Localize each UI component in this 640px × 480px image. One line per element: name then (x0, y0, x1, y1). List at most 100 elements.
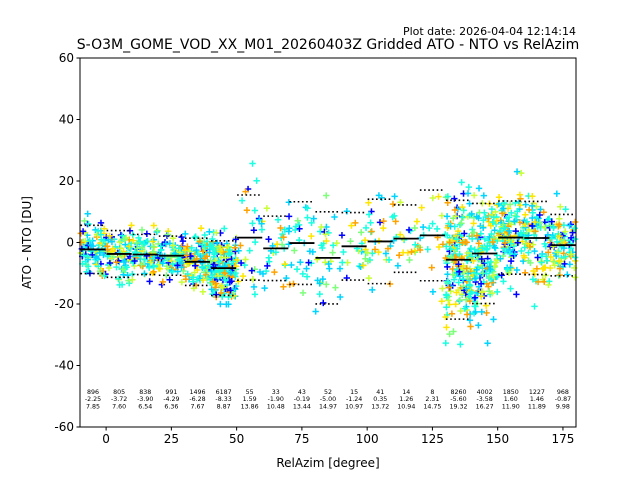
bin-mean-label: -8.33 (215, 396, 231, 403)
data-point (131, 257, 138, 265)
data-point (394, 262, 402, 269)
x-tick-label: 175 (551, 432, 574, 446)
data-point (382, 250, 390, 257)
data-point (529, 276, 537, 283)
data-point (199, 259, 206, 267)
bin-count-label: 4002 (477, 389, 493, 396)
data-point (129, 276, 136, 284)
data-point (497, 255, 504, 262)
bin-std-label: 11.90 (502, 404, 520, 411)
data-point (396, 231, 404, 238)
bin-std-label: 19.32 (450, 404, 468, 411)
data-point (319, 275, 327, 283)
data-point (530, 267, 537, 275)
data-point (319, 244, 326, 252)
data-point (490, 272, 497, 279)
x-tick-label: 125 (421, 432, 444, 446)
data-point (193, 276, 201, 283)
data-point (483, 270, 490, 277)
data-point (242, 188, 249, 195)
bin-std-label: 11.89 (528, 404, 546, 411)
data-point (532, 228, 539, 235)
data-point (251, 238, 259, 246)
data-point (97, 239, 104, 247)
data-point (360, 262, 367, 269)
data-point (547, 264, 554, 272)
data-point (292, 223, 300, 230)
data-point (545, 249, 552, 256)
data-point (533, 265, 541, 272)
data-point (562, 206, 569, 213)
data-point (230, 292, 238, 300)
bin-mean-label: -2.25 (85, 396, 101, 403)
data-point (365, 211, 373, 218)
data-point (226, 246, 233, 254)
bin-std-label: 14.97 (319, 404, 337, 411)
data-point (443, 243, 450, 250)
data-point (461, 305, 469, 312)
data-point (80, 252, 87, 259)
data-point (467, 323, 474, 330)
data-point (169, 260, 176, 268)
data-point (445, 220, 452, 227)
data-point (219, 284, 227, 291)
data-point (192, 233, 199, 240)
data-point (100, 237, 107, 245)
data-point (139, 240, 147, 248)
x-axis-label: RelAzim [degree] (276, 456, 379, 470)
y-tick-label: -40 (54, 359, 74, 373)
data-point (495, 200, 502, 208)
data-point (444, 232, 451, 239)
y-axis-ticks: -60 -40 -20 0 20 40 60 (54, 51, 80, 434)
data-point (138, 226, 146, 234)
data-point (226, 278, 234, 286)
data-point (531, 247, 538, 255)
data-point (357, 229, 365, 236)
data-point (486, 242, 494, 250)
data-point (156, 261, 163, 268)
data-point (323, 237, 330, 245)
data-point (293, 266, 301, 273)
data-point (567, 234, 575, 242)
data-point (199, 276, 207, 284)
data-point (97, 219, 105, 227)
data-point (87, 241, 95, 249)
data-point (82, 238, 89, 245)
data-point (237, 242, 244, 249)
data-point (467, 245, 475, 252)
data-point (546, 278, 553, 285)
data-point (470, 229, 478, 236)
data-point (391, 212, 398, 220)
bin-count-label: 1496 (189, 389, 205, 396)
data-point (470, 192, 478, 199)
data-point (475, 240, 482, 247)
data-point (540, 209, 547, 216)
data-point (521, 244, 528, 251)
data-point (121, 236, 128, 243)
data-point (518, 169, 525, 177)
data-point (517, 201, 524, 209)
data-point (522, 211, 529, 218)
data-point (248, 267, 256, 274)
data-point (243, 207, 251, 214)
data-point (435, 193, 442, 200)
data-point (249, 220, 256, 227)
data-point (483, 309, 490, 317)
y-tick-label: -60 (54, 420, 74, 434)
data-point (449, 271, 457, 278)
data-point (277, 224, 284, 232)
data-point (188, 244, 195, 252)
data-point (529, 222, 536, 230)
data-point (149, 238, 156, 245)
data-point (468, 288, 476, 296)
data-point (571, 264, 578, 272)
bin-mean-label: 1.46 (530, 396, 544, 403)
data-point (529, 193, 536, 200)
data-point (564, 271, 571, 278)
data-point (555, 221, 563, 228)
data-point (369, 286, 376, 294)
data-point (217, 289, 225, 297)
data-point (544, 257, 551, 264)
data-point (443, 324, 450, 331)
data-point (406, 256, 413, 264)
